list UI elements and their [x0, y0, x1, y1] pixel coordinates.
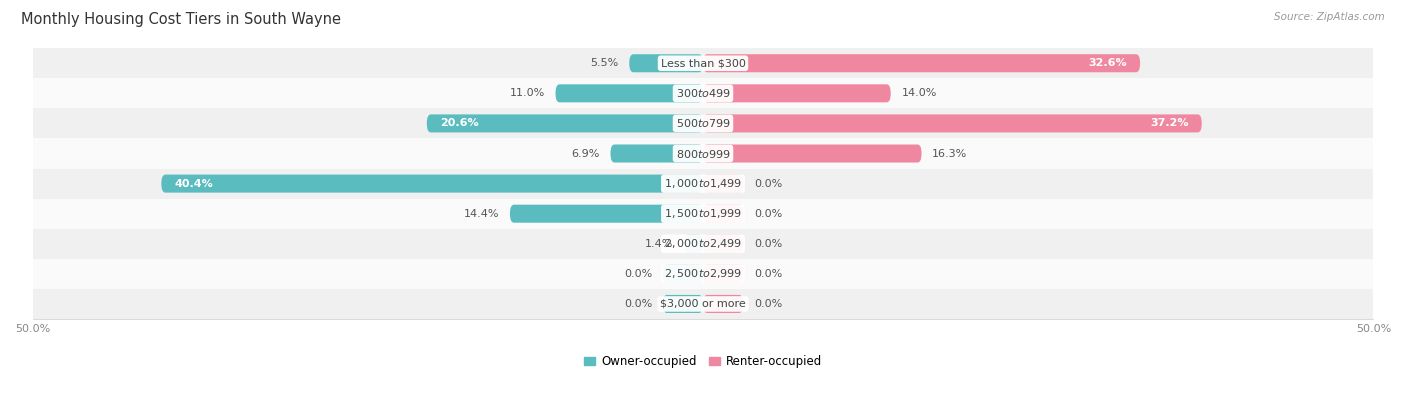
FancyBboxPatch shape	[662, 265, 703, 283]
Text: 0.0%: 0.0%	[754, 209, 782, 219]
Text: 1.4%: 1.4%	[645, 239, 673, 249]
FancyBboxPatch shape	[703, 235, 744, 253]
Bar	[32, 78, 1374, 108]
Text: 11.0%: 11.0%	[509, 88, 544, 98]
Text: 37.2%: 37.2%	[1150, 118, 1188, 128]
Text: $2,500 to $2,999: $2,500 to $2,999	[664, 267, 742, 281]
FancyBboxPatch shape	[703, 54, 1140, 72]
Bar	[32, 139, 1374, 168]
FancyBboxPatch shape	[703, 265, 744, 283]
Text: 0.0%: 0.0%	[624, 269, 652, 279]
Text: $2,000 to $2,499: $2,000 to $2,499	[664, 237, 742, 250]
Text: 32.6%: 32.6%	[1088, 58, 1126, 68]
Legend: Owner-occupied, Renter-occupied: Owner-occupied, Renter-occupied	[579, 350, 827, 373]
Text: 20.6%: 20.6%	[440, 118, 479, 128]
Text: 14.0%: 14.0%	[901, 88, 936, 98]
Text: 40.4%: 40.4%	[174, 178, 214, 188]
Text: 0.0%: 0.0%	[754, 239, 782, 249]
Text: $500 to $799: $500 to $799	[675, 117, 731, 129]
FancyBboxPatch shape	[555, 84, 703, 103]
Bar	[32, 259, 1374, 289]
FancyBboxPatch shape	[703, 175, 744, 193]
FancyBboxPatch shape	[662, 295, 703, 313]
Text: 0.0%: 0.0%	[624, 299, 652, 309]
Bar	[32, 229, 1374, 259]
Text: 0.0%: 0.0%	[754, 299, 782, 309]
Text: Monthly Housing Cost Tiers in South Wayne: Monthly Housing Cost Tiers in South Wayn…	[21, 12, 342, 27]
Text: 0.0%: 0.0%	[754, 178, 782, 188]
Text: $300 to $499: $300 to $499	[675, 87, 731, 99]
Text: $1,000 to $1,499: $1,000 to $1,499	[664, 177, 742, 190]
FancyBboxPatch shape	[703, 115, 1202, 132]
Text: 0.0%: 0.0%	[754, 269, 782, 279]
Text: $3,000 or more: $3,000 or more	[661, 299, 745, 309]
Text: Less than $300: Less than $300	[661, 58, 745, 68]
Text: Source: ZipAtlas.com: Source: ZipAtlas.com	[1274, 12, 1385, 22]
Text: 16.3%: 16.3%	[932, 149, 967, 159]
FancyBboxPatch shape	[685, 235, 703, 253]
FancyBboxPatch shape	[703, 205, 744, 223]
Bar	[32, 168, 1374, 199]
FancyBboxPatch shape	[703, 144, 921, 163]
Text: $1,500 to $1,999: $1,500 to $1,999	[664, 207, 742, 220]
FancyBboxPatch shape	[427, 115, 703, 132]
Bar	[32, 48, 1374, 78]
Text: $800 to $999: $800 to $999	[675, 147, 731, 159]
FancyBboxPatch shape	[162, 175, 703, 193]
Bar	[32, 289, 1374, 319]
FancyBboxPatch shape	[630, 54, 703, 72]
FancyBboxPatch shape	[610, 144, 703, 163]
FancyBboxPatch shape	[703, 295, 744, 313]
FancyBboxPatch shape	[510, 205, 703, 223]
Bar	[32, 108, 1374, 139]
Text: 6.9%: 6.9%	[571, 149, 600, 159]
FancyBboxPatch shape	[703, 84, 891, 103]
Text: 5.5%: 5.5%	[591, 58, 619, 68]
Text: 14.4%: 14.4%	[464, 209, 499, 219]
Bar	[32, 199, 1374, 229]
